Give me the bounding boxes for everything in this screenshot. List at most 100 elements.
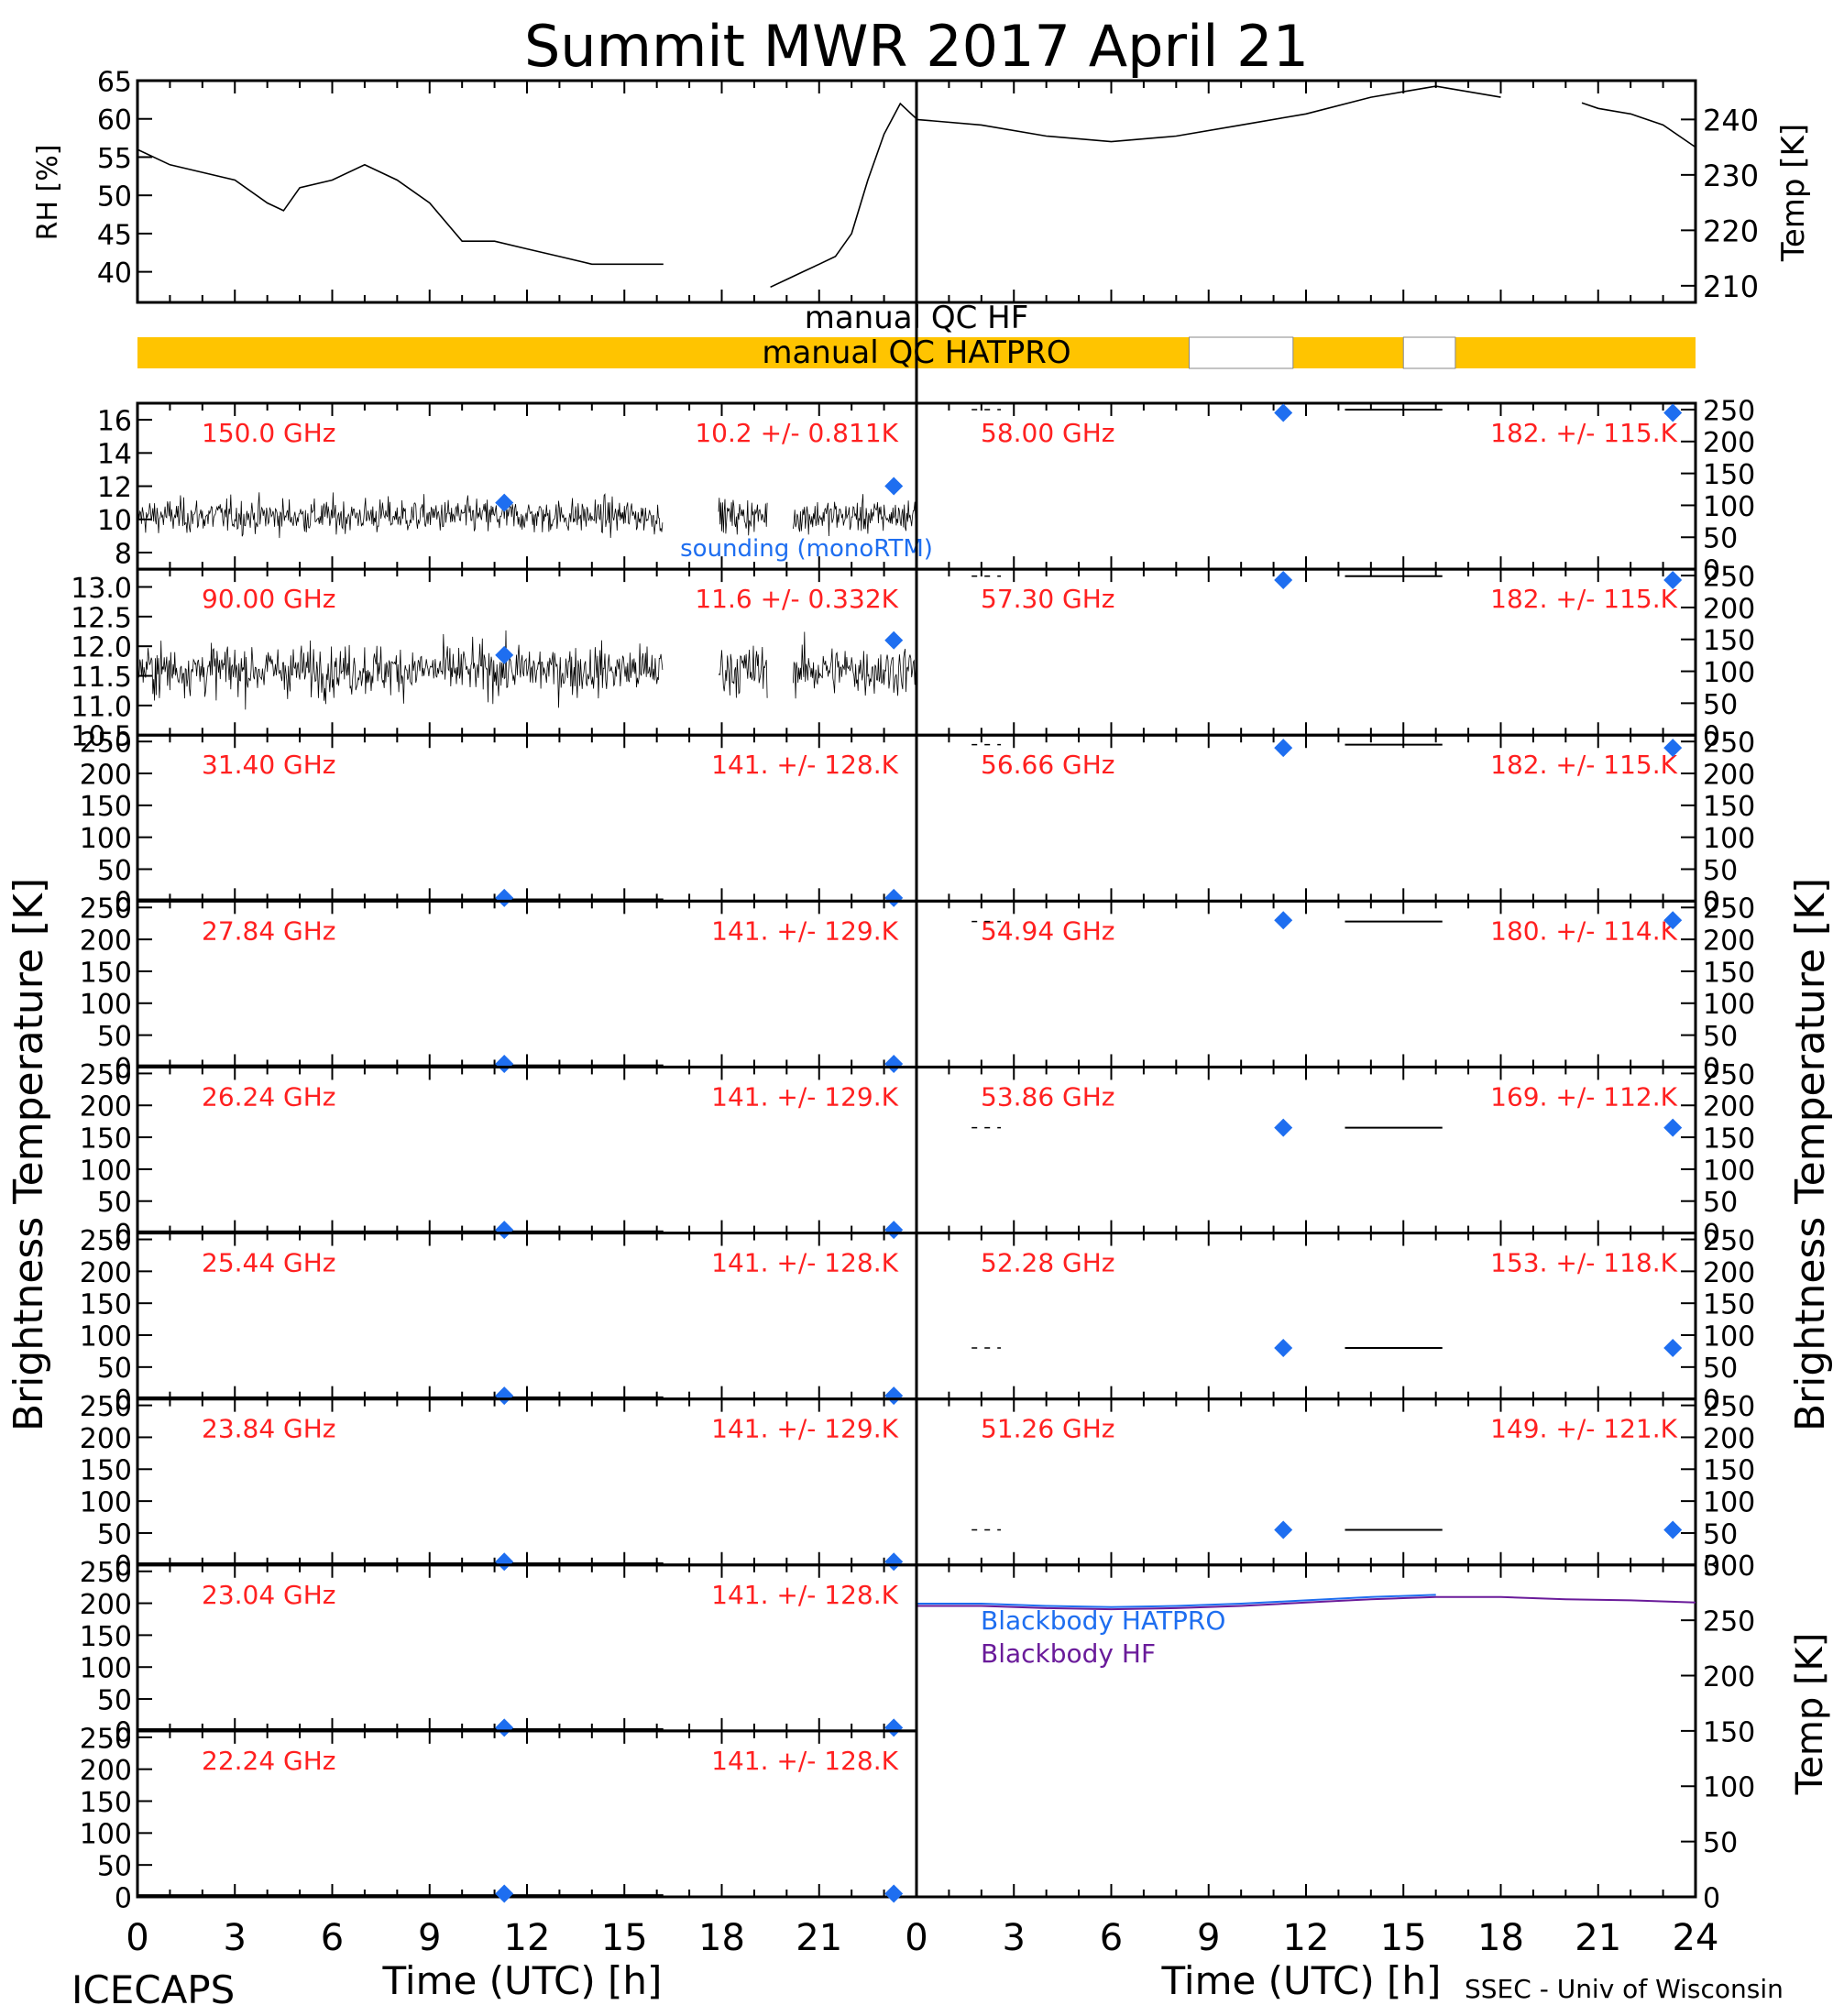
sounding-marker [884, 1884, 904, 1903]
sounding-marker [1663, 1338, 1683, 1357]
stats-label: 153. +/- 118.K [1490, 1248, 1677, 1278]
tb-6-ytick-label: 0 [115, 1053, 132, 1085]
tb-12-ytick-label: 250 [1703, 395, 1755, 427]
tb-12-ytick-label: 0 [1703, 555, 1720, 587]
sounding-marker [495, 1054, 514, 1073]
stats-label: 182. +/- 115.K [1490, 750, 1677, 780]
tb-17-ytick-label: 0 [1703, 1385, 1720, 1417]
bb-ylabel: Temp [K] [1789, 1633, 1831, 1796]
sounding-marker [495, 1718, 514, 1737]
tb-17-ytick-label: 50 [1703, 1353, 1738, 1385]
rh-frame [136, 79, 918, 304]
tb-series [718, 498, 768, 536]
stats-label: 141. +/- 128.K [711, 1248, 898, 1278]
rh-ytick-label: 60 [97, 104, 132, 137]
stats-label: 180. +/- 114.K [1490, 915, 1677, 946]
freq-label: 22.24 GHz [202, 1746, 336, 1776]
tb-9-ytick-label: 250 [80, 1391, 132, 1423]
tb-15-ytick-label: 150 [1703, 957, 1755, 989]
tb-13-ytick-label: 0 [1703, 721, 1720, 753]
sounding-marker [1663, 911, 1683, 930]
tb-10-ytick-label: 250 [80, 1557, 132, 1589]
freq-label: 56.66 GHz [981, 750, 1115, 780]
tb-15-ytick-label: 0 [1703, 1053, 1720, 1085]
tb-18-ytick-label: 50 [1703, 1518, 1738, 1550]
tb-13-ytick-label: 100 [1703, 657, 1755, 689]
tb-17-ytick-label: 250 [1703, 1225, 1755, 1257]
freq-label: 26.24 GHz [202, 1081, 336, 1112]
tb-9-ytick-label: 50 [97, 1518, 132, 1550]
tb-10-ytick-label: 50 [97, 1684, 132, 1716]
stats-label: 182. +/- 115.K [1490, 584, 1677, 614]
temp-ytick-label: 220 [1703, 214, 1759, 249]
sounding-marker [1274, 570, 1293, 589]
tb-10-ytick-label: 0 [115, 1716, 132, 1748]
sounding-marker [1663, 1520, 1683, 1539]
temp-ytick-label: 240 [1703, 104, 1759, 138]
bb-legend-entry: Blackbody HATPRO [981, 1605, 1225, 1636]
xlabel-left: Time (UTC) [h] [382, 1958, 663, 2003]
tb-11-ytick-label: 150 [80, 1787, 132, 1819]
tb-14-ytick-label: 100 [1703, 823, 1755, 855]
x-tick-label-right: 0 [905, 1917, 927, 1959]
x-tick-label-left: 9 [418, 1917, 441, 1959]
x-tick-label-right: 3 [1003, 1917, 1026, 1959]
tb-12-ytick-label: 200 [1703, 427, 1755, 459]
bb-ytick-label: 200 [1703, 1661, 1755, 1693]
tb-7-ytick-label: 150 [80, 1123, 132, 1155]
freq-label: 90.00 GHz [202, 584, 336, 614]
stats-label: 141. +/- 128.K [711, 1746, 898, 1776]
tb-13-ytick-label: 250 [1703, 561, 1755, 593]
rh-line [137, 148, 664, 266]
tb-series [718, 645, 768, 698]
footer-right: SSEC - Univ of Wisconsin [1465, 1974, 1784, 2004]
chart-title: Summit MWR 2017 April 21 [524, 13, 1309, 80]
stats-label: 10.2 +/- 0.811K [695, 418, 898, 448]
tb-18-ytick-label: 100 [1703, 1487, 1755, 1519]
bb-ytick-label: 0 [1703, 1882, 1720, 1914]
stats-label: 169. +/- 112.K [1490, 1081, 1677, 1112]
bb-series-line [916, 1595, 1696, 1611]
freq-label: 23.04 GHz [202, 1580, 336, 1610]
temp-ytick-label: 230 [1703, 159, 1759, 193]
tb-6-ytick-label: 100 [80, 989, 132, 1021]
sounding-marker [1274, 911, 1293, 930]
tb-9-ytick-label: 200 [80, 1423, 132, 1455]
temp-line [1581, 102, 1696, 148]
sounding-marker [495, 493, 514, 512]
sounding-marker [884, 1718, 904, 1737]
bb-legend-entry: Blackbody HF [981, 1638, 1156, 1669]
tb-12-ytick-label: 150 [1703, 459, 1755, 491]
x-tick-label-left: 18 [698, 1917, 745, 1959]
sounding-marker [884, 1552, 904, 1572]
footer-left: ICECAPS [71, 1967, 235, 2012]
tb-5-ytick-label: 150 [80, 791, 132, 823]
tb-series [793, 494, 917, 537]
tb-7-ytick-label: 50 [97, 1187, 132, 1219]
left-ylabel: Brightness Temperature [K] [5, 878, 52, 1431]
freq-label: 52.28 GHz [981, 1248, 1115, 1278]
sounding-marker [1274, 739, 1293, 758]
rh-line [770, 102, 917, 289]
tb-16-ytick-label: 0 [1703, 1219, 1720, 1251]
tb-8-ytick-label: 50 [97, 1353, 132, 1385]
tb-15-ytick-label: 50 [1703, 1021, 1738, 1053]
freq-label: 25.44 GHz [202, 1248, 336, 1278]
tb-15-ytick-label: 250 [1703, 893, 1755, 926]
sounding-legend: sounding (monoRTM) [680, 535, 933, 563]
x-tick-label-right: 24 [1673, 1917, 1719, 1959]
freq-label: 23.84 GHz [202, 1414, 336, 1444]
tb-6-ytick-label: 150 [80, 957, 132, 989]
tb-16-ytick-label: 250 [1703, 1059, 1755, 1091]
tb-3-ytick-label: 14 [97, 439, 132, 471]
freq-label: 51.26 GHz [981, 1414, 1115, 1444]
tb-18-ytick-label: 200 [1703, 1423, 1755, 1455]
right-ylabel: Brightness Temperature [K] [1787, 878, 1833, 1431]
freq-label: 57.30 GHz [981, 584, 1115, 614]
rh-ytick-label: 50 [97, 181, 132, 214]
tb-18-ytick-label: 250 [1703, 1391, 1755, 1423]
tb-4-ytick-label: 12.5 [71, 602, 132, 634]
tb-4-ytick-label: 11.0 [71, 691, 132, 723]
tb-8-ytick-label: 100 [80, 1320, 132, 1353]
